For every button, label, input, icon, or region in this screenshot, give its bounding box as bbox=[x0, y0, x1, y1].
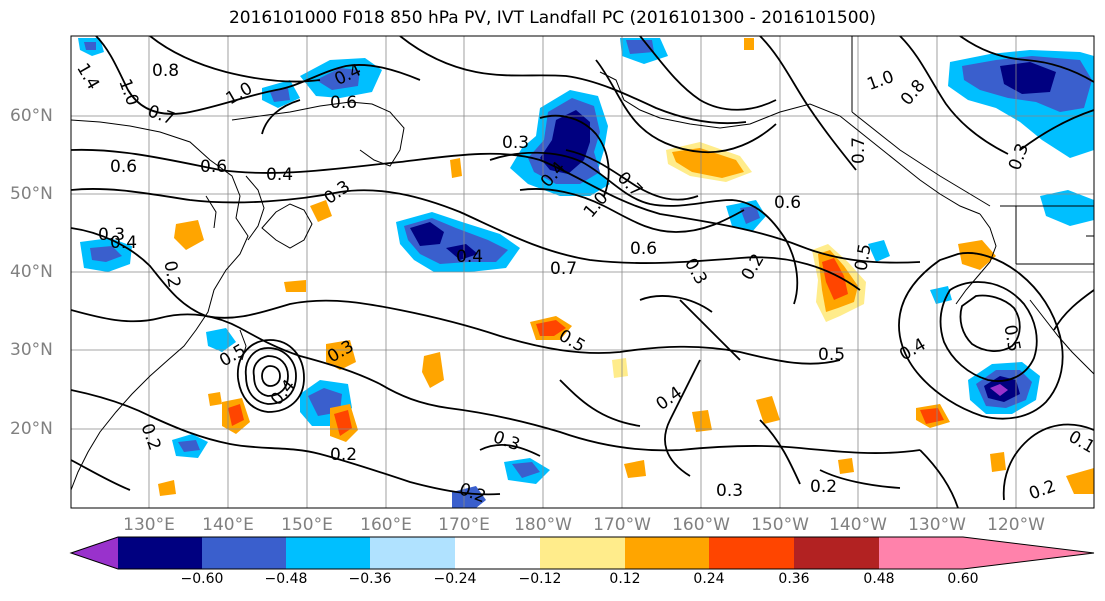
contour-label: 0.6 bbox=[330, 93, 357, 113]
colorbar-tick: 0.24 bbox=[693, 571, 725, 587]
lat-label: 60°N bbox=[10, 106, 53, 126]
contour-label: 0.4 bbox=[110, 233, 137, 253]
contour-label: 0.3 bbox=[716, 481, 743, 501]
colorbar-extend-low bbox=[71, 537, 118, 569]
colorbar-segment bbox=[455, 537, 540, 569]
contour-label: 0.6 bbox=[200, 157, 227, 177]
contour-label: 0.6 bbox=[110, 157, 137, 177]
map-plot-area: 1.4 0.8 1.0 1.0 0.4 0.7 0.6 0.6 0.3 0.4 … bbox=[71, 36, 1094, 508]
contour-label: 0.2 bbox=[159, 259, 183, 289]
colorbar-tick: −0.48 bbox=[264, 571, 308, 587]
lon-label: 140°W bbox=[829, 515, 887, 535]
colorbar-segment bbox=[540, 537, 625, 569]
contour-label: 0.5 bbox=[999, 323, 1023, 353]
colorbar-segment bbox=[202, 537, 286, 569]
lon-label: 150°W bbox=[751, 515, 809, 535]
lon-label: 130°W bbox=[908, 515, 966, 535]
colorbar-segment bbox=[625, 537, 709, 569]
colorbar-tick: 0.48 bbox=[863, 571, 895, 587]
colorbar-extend-high bbox=[963, 537, 1094, 569]
map-gridlines bbox=[71, 36, 1094, 508]
shaded-anomalies bbox=[78, 38, 1094, 508]
colorbar-segment bbox=[370, 537, 455, 569]
lat-label: 20°N bbox=[10, 419, 53, 439]
lon-label: 120°W bbox=[987, 515, 1045, 535]
contour-label: 0.6 bbox=[774, 193, 801, 213]
contour-label: 0.3 bbox=[98, 225, 125, 245]
lon-label: 180°W bbox=[514, 515, 572, 535]
colorbar-tick: −0.24 bbox=[433, 571, 477, 587]
contour-label: 0.4 bbox=[456, 247, 483, 267]
contour-label: 0.7 bbox=[550, 259, 577, 279]
colorbar-tick: 0.12 bbox=[609, 571, 641, 587]
colorbar-tick: 0.36 bbox=[778, 571, 810, 587]
lon-label: 130°E bbox=[123, 515, 175, 535]
pv-contours bbox=[71, 36, 1094, 508]
lon-label: 150°E bbox=[281, 515, 333, 535]
lon-label: 170°E bbox=[438, 515, 490, 535]
colorbar bbox=[69, 536, 1095, 570]
map-frame bbox=[70, 35, 1095, 509]
contour-label: 0.7 bbox=[849, 137, 869, 164]
contour-label: 0.8 bbox=[152, 61, 179, 81]
contour-label: 0.5 bbox=[851, 242, 875, 272]
lat-label: 40°N bbox=[10, 262, 53, 282]
colorbar-tick: −0.60 bbox=[180, 571, 224, 587]
lat-label: 30°N bbox=[10, 340, 53, 360]
lon-label: 170°W bbox=[593, 515, 651, 535]
colorbar-segment bbox=[286, 537, 370, 569]
colorbar-tick: 0.60 bbox=[947, 571, 979, 587]
contour-label: 0.4 bbox=[266, 165, 293, 185]
lon-label: 140°E bbox=[202, 515, 254, 535]
map-title: 2016101000 F018 850 hPa PV, IVT Landfall… bbox=[228, 8, 876, 28]
contour-label: 0.2 bbox=[330, 445, 357, 465]
colorbar-tick: −0.36 bbox=[348, 571, 392, 587]
contour-label: 0.2 bbox=[810, 477, 837, 497]
contour-label: 0.5 bbox=[818, 345, 845, 365]
lat-label: 50°N bbox=[10, 184, 53, 204]
contour-label: 0.6 bbox=[630, 239, 657, 259]
lon-label: 160°E bbox=[360, 515, 412, 535]
colorbar-segment bbox=[794, 537, 879, 569]
colorbar-segment bbox=[879, 537, 963, 569]
lon-label: 160°W bbox=[672, 515, 730, 535]
colorbar-tick: −0.12 bbox=[518, 571, 562, 587]
colorbar-segment bbox=[118, 537, 202, 569]
colorbar-segment bbox=[709, 537, 794, 569]
contour-label: 0.3 bbox=[502, 133, 529, 153]
